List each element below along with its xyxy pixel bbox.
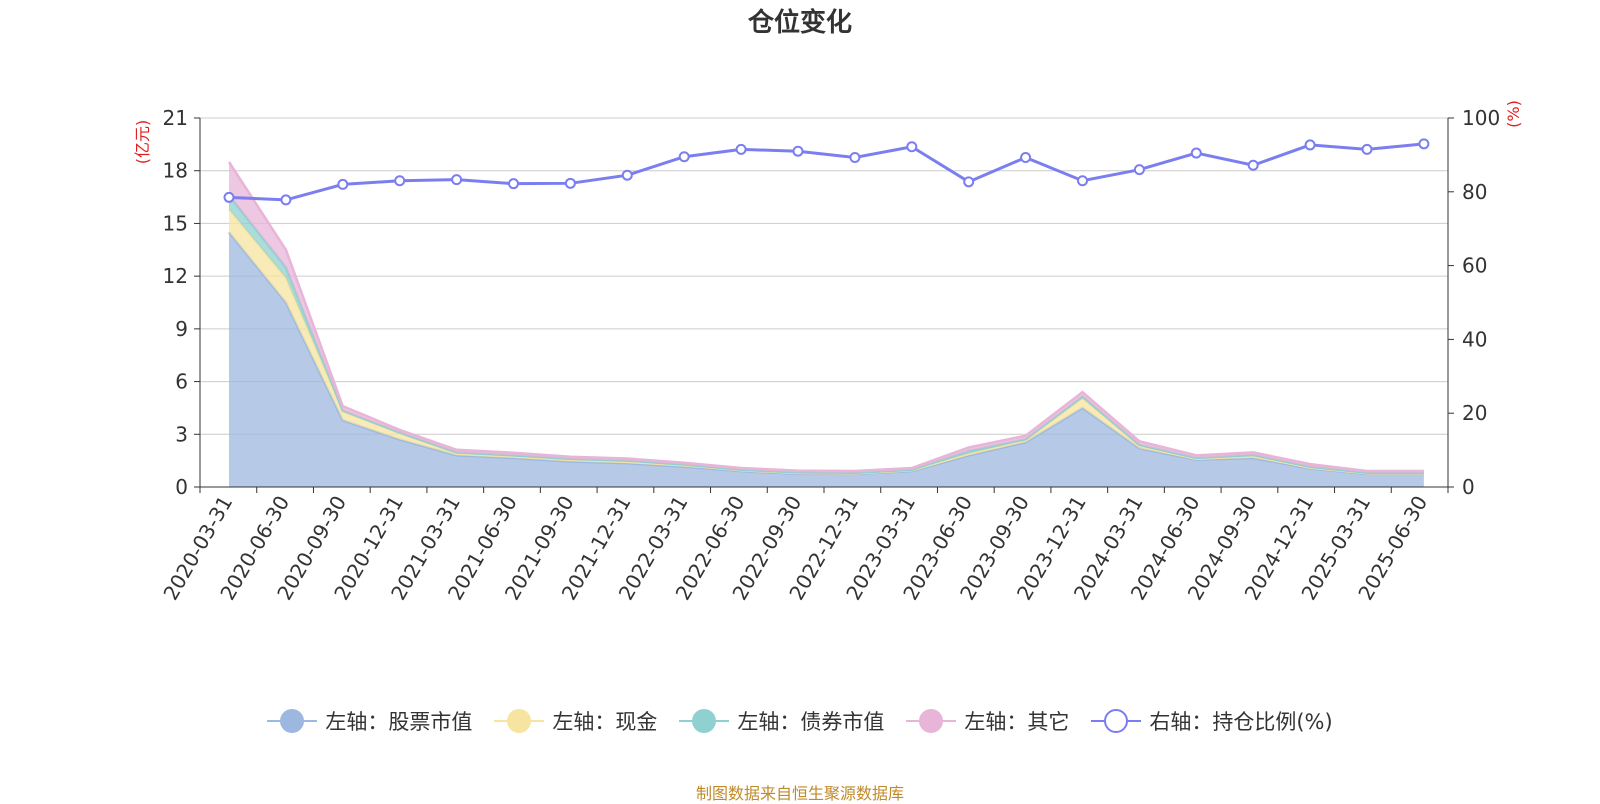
ratio-point [678,151,690,163]
y-right-tick-label: 100 [1462,106,1500,130]
legend-marker-stock [267,708,318,734]
ratio-point [735,143,747,155]
y-right-tick-label: 40 [1462,327,1487,351]
y-left-tick-label: 9 [175,317,188,341]
ratio-point [564,177,576,189]
legend-label-stock: 左轴：股票市值 [325,710,473,734]
ratio-point [1361,143,1373,155]
legend-item-ratio[interactable]: 右轴：持仓比例(%) [1091,706,1333,736]
ratio-point [451,174,463,186]
ratio-point [963,176,975,188]
legend-item-bond[interactable]: 左轴：债券市值 [679,706,884,736]
ratio-point [621,169,633,181]
ratio-point [1190,147,1202,159]
ratio-point [1304,139,1316,151]
y-left-tick-label: 21 [163,106,188,130]
legend-marker-ratio [1091,708,1142,734]
legend-marker-bond [679,708,730,734]
ratio-point [1077,175,1088,187]
y-right-tick-label: 80 [1462,180,1487,204]
y-right-axis-label: (%) [1504,100,1523,128]
legend-item-stock[interactable]: 左轴：股票市值 [267,706,472,736]
area-line-2 [228,194,1424,475]
ratio-line [228,142,1425,202]
y-left-tick-label: 15 [163,211,188,235]
y-left-tick-label: 0 [175,475,188,499]
chart-title: 仓位变化 [747,8,852,38]
y-left-tick-label: 6 [175,370,188,394]
ratio-point [280,194,292,206]
legend-label-other: 左轴：其它 [964,710,1070,734]
ratio-point [337,178,349,190]
y-left-tick-label: 3 [175,422,188,446]
legend-label-bond: 左轴：债券市值 [737,710,885,734]
area-line-3 [227,161,1424,473]
ratio-point [394,175,406,187]
legend-item-cash[interactable]: 左轴：现金 [494,706,657,736]
y-left-tick-label: 18 [163,159,188,183]
legend-label-cash: 左轴：现金 [552,710,658,734]
ratio-point [849,151,861,163]
ratio-point [508,178,519,190]
ratio-point [1418,138,1430,150]
ratio-point [792,145,804,157]
y-left-axis-label: (亿元) [133,120,152,165]
y-right-tick-label: 60 [1462,254,1487,278]
ratio-point [1020,151,1032,163]
ratio-point [1247,159,1259,171]
legend-marker-other [906,708,957,734]
ratio-point [906,141,918,153]
area-3 [229,161,1424,473]
y-right-tick-label: 0 [1462,475,1475,499]
legend-marker-cash [494,708,545,734]
ratio-point [223,191,235,203]
legend-label-ratio: 右轴：持仓比例(%) [1149,710,1333,734]
ratio-point [1133,164,1145,176]
y-left-tick-label: 12 [163,264,188,288]
source-note: 制图数据来自恒生聚源数据库 [695,784,904,803]
legend-item-other[interactable]: 左轴：其它 [906,706,1069,736]
legend: 左轴：股票市值 左轴：现金 左轴：债券市值 左轴：其它 右轴：持仓比例(%) [0,706,1600,736]
area-0 [229,232,1424,487]
y-right-tick-label: 20 [1462,401,1487,425]
